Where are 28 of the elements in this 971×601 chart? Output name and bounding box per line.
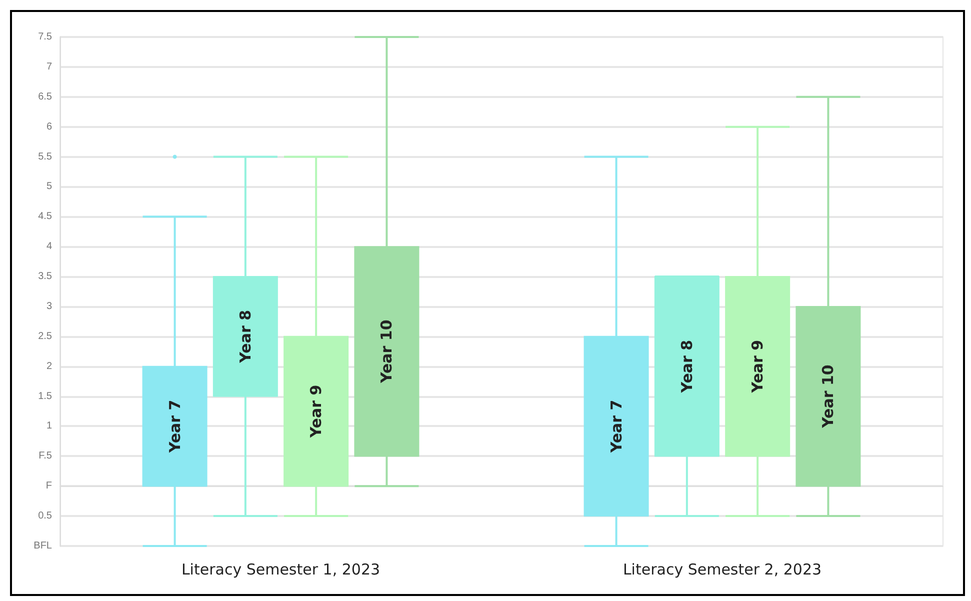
y-tick-label: 5 (46, 181, 52, 192)
y-tick-label: 1 (46, 420, 52, 432)
series-label: Year 9 (307, 384, 326, 439)
y-tick-label: F.5 (38, 450, 52, 462)
series-label: Year 7 (166, 400, 184, 454)
y-tick-label: 4 (46, 241, 52, 252)
x-tick-label: Literacy Semester 2, 2023 (622, 560, 822, 578)
y-tick-label: 2 (46, 360, 52, 372)
y-tick-label: 4.5 (38, 211, 52, 222)
series-label: Year 8 (236, 310, 254, 364)
y-tick-label: 6 (46, 121, 52, 132)
y-tick-label: 2.5 (38, 330, 52, 342)
y-tick-label: 0.5 (38, 510, 52, 522)
text: Year 8 (678, 340, 696, 393)
y-tick-label: F (46, 480, 52, 492)
y-tick-label: 6.5 (38, 91, 52, 102)
text: Year 7 (607, 400, 626, 453)
text: Year 10 (819, 364, 838, 428)
y-tick-label: 7.5 (38, 32, 52, 42)
x-tick-label: Literacy Semester 1, 2023 (181, 560, 380, 578)
y-tick-label: 3 (46, 300, 52, 312)
y-tick-label: BFL (34, 540, 52, 552)
text: Year 9 (748, 340, 767, 393)
y-tick-label: 1.5 (38, 390, 52, 402)
y-tick-label: 5.5 (38, 151, 52, 162)
y-tick-label: 7 (46, 61, 52, 72)
series-label: Year 10 (378, 320, 396, 384)
y-tick-label: 3.5 (38, 271, 52, 282)
